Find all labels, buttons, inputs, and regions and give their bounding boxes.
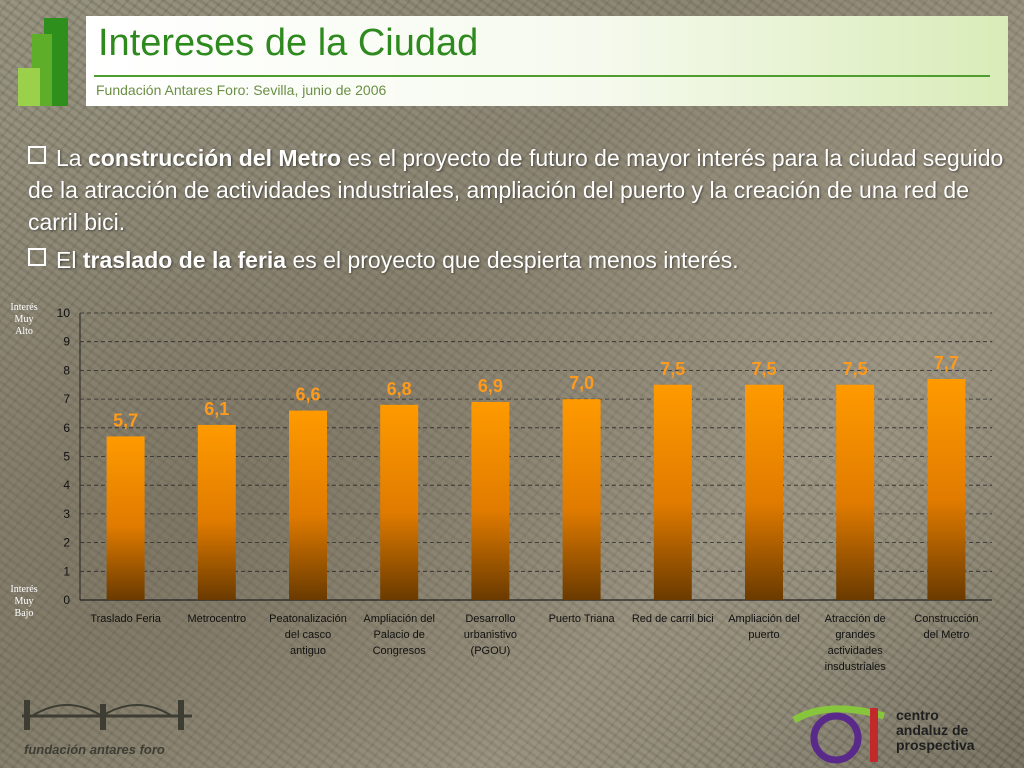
y-tick-label: 7 [63, 392, 70, 406]
bar [289, 410, 327, 600]
page-subtitle: Fundación Antares Foro: Sevilla, junio d… [96, 82, 387, 98]
data-label: 6,6 [295, 385, 320, 405]
bar [836, 384, 875, 600]
axis-bottom-label: Interés Muy Bajo [10, 584, 38, 619]
bridge-logo-icon [22, 700, 192, 730]
checkbox-bullet-icon [28, 146, 46, 164]
data-label: 6,1 [204, 399, 229, 419]
bar [927, 379, 966, 600]
axis-top-label: Interés Muy Alto [10, 302, 38, 337]
y-tick-label: 6 [63, 421, 70, 435]
x-tick-label: Metrocentro [187, 613, 246, 625]
x-tick-label: Traslado Feria [90, 613, 161, 625]
data-label: 6,9 [478, 376, 503, 396]
data-label: 6,8 [387, 379, 412, 399]
bar [562, 399, 601, 600]
x-tick-label: Puerto Triana [549, 613, 616, 625]
footer-brand-left: fundación antares foro [24, 742, 165, 757]
title-divider [94, 75, 990, 77]
x-tick-label: Peatonalización del casco antiguo [269, 613, 347, 657]
centro-logo-icon [792, 705, 885, 764]
x-tick-label: Ampliación del Palacio de Congresos [363, 613, 435, 657]
data-label: 7,5 [751, 359, 776, 379]
bar [380, 404, 419, 600]
y-tick-label: 2 [63, 536, 70, 550]
x-tick-label: Construcción del Metro [914, 613, 978, 641]
data-label: 7,5 [660, 359, 685, 379]
y-tick-label: 9 [63, 335, 70, 349]
brand-logo-icon [18, 18, 68, 106]
x-tick-label: Red de carril bici [632, 613, 714, 625]
y-tick-label: 1 [63, 564, 70, 578]
data-label: 7,5 [843, 359, 868, 379]
x-tick-label: Ampliación del puerto [728, 613, 800, 641]
y-tick-label: 4 [63, 478, 70, 492]
y-tick-label: 10 [57, 306, 71, 320]
y-tick-label: 0 [63, 593, 70, 607]
bar [745, 384, 783, 600]
bar [653, 384, 692, 600]
y-tick-label: 5 [63, 450, 70, 464]
checkbox-bullet-icon [28, 248, 46, 266]
x-tick-label: Desarrollo urbanistivo (PGOU) [464, 613, 517, 657]
bar [471, 401, 510, 600]
y-tick-label: 8 [63, 363, 70, 377]
data-label: 7,0 [569, 373, 594, 393]
page-title: Intereses de la Ciudad [98, 22, 479, 64]
bar [197, 424, 236, 600]
summary-bullets: La construcción del Metro es el proyecto… [28, 142, 1010, 282]
header-banner: Intereses de la Ciudad Fundación Antares… [86, 16, 1008, 106]
x-tick-label: Atracción de grandes actividades insdustria… [825, 613, 887, 673]
bullet-item: La construcción del Metro es el proyecto… [28, 145, 1004, 235]
bar [106, 436, 145, 600]
data-label: 5,7 [113, 410, 138, 430]
bullet-item: El traslado de la feria es el proyecto q… [28, 244, 1010, 276]
y-tick-label: 3 [63, 507, 70, 521]
footer-brand-right: centro andaluz de prospectiva [896, 707, 975, 753]
data-label: 7,7 [934, 353, 959, 373]
